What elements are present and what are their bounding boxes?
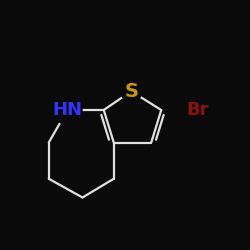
Text: HN: HN: [52, 101, 82, 119]
Text: Br: Br: [186, 101, 209, 119]
Circle shape: [121, 81, 142, 102]
Circle shape: [53, 96, 82, 124]
Text: S: S: [124, 82, 138, 101]
Circle shape: [185, 98, 210, 122]
